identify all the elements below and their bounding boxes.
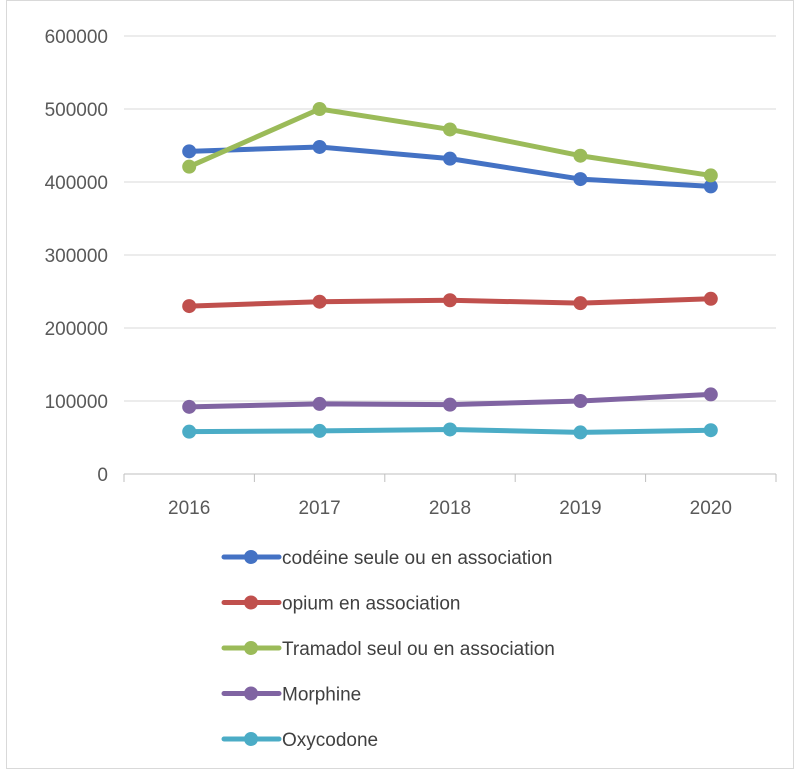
data-point [443,151,457,166]
data-point [573,148,588,163]
y-tick-label: 100000 [45,392,108,413]
data-point [443,422,457,437]
series-opium-en-association [182,291,718,314]
y-tick-label: 500000 [45,100,108,121]
data-point [703,291,718,306]
legend-label: Oxycodone [282,730,378,751]
x-axis-ticks: 2016 2017 2018 2019 2020 [168,498,732,519]
data-point [573,296,588,311]
legend-item-opium-en-association: opium en association [221,594,461,615]
y-axis-ticks: 0 100000 200000 300000 400000 500000 600000 [45,27,108,486]
legend-swatch-marker [244,641,258,655]
data-point [182,399,197,414]
legend-swatch-marker [244,686,258,701]
legend-item-morphine: Morphine [221,685,361,706]
data-point [182,424,197,439]
legend-swatch-marker [244,595,258,610]
data-point [703,179,718,194]
y-tick-label: 600000 [45,27,108,48]
legend-item-tramadol-seul-ou-en-association: Tramadol seul ou en association [221,639,555,660]
series-morphine [182,387,718,414]
data-point [182,299,197,314]
chart-frame [6,0,794,769]
legend-swatch-marker [244,550,258,564]
data-point [703,387,718,402]
series-oxycodone [182,422,718,440]
data-point [703,168,718,183]
series-group [182,102,718,440]
data-point [312,423,327,438]
data-point [312,102,327,116]
x-tick-label: 2016 [168,498,210,519]
gridlines [124,35,776,402]
data-point [182,159,197,174]
data-point [573,172,588,187]
x-axis [123,473,777,482]
x-tick-label: 2020 [690,498,732,519]
legend-item-codeine-seule-ou-en-association: codéine seule ou en association [221,548,552,569]
legend-label: Morphine [282,685,361,706]
legend-swatch-marker [244,732,258,746]
data-point [573,394,588,408]
y-tick-label: 200000 [45,319,108,340]
y-tick-label: 300000 [45,246,108,267]
data-point [312,139,327,154]
legend-item-oxycodone: Oxycodone [221,730,378,751]
series-tramadol-seul-ou-en-association [182,102,718,183]
data-point [443,122,457,137]
x-tick-label: 2018 [429,498,471,519]
data-point [312,396,327,411]
data-point [443,293,457,308]
legend-label: codéine seule ou en association [282,548,552,569]
y-tick-label: 0 [97,465,108,486]
data-point [312,294,327,309]
data-point [182,144,197,159]
legend-label: Tramadol seul ou en association [282,639,555,660]
series-codeine-seule-ou-en-association [182,139,718,194]
data-point [573,425,588,440]
data-point [703,423,718,438]
x-tick-label: 2017 [298,498,340,519]
y-tick-label: 400000 [45,173,108,194]
legend: codéine seule ou en association opium en … [221,548,555,751]
data-point [443,397,457,412]
x-tick-label: 2019 [559,498,601,519]
legend-label: opium en association [282,594,461,615]
